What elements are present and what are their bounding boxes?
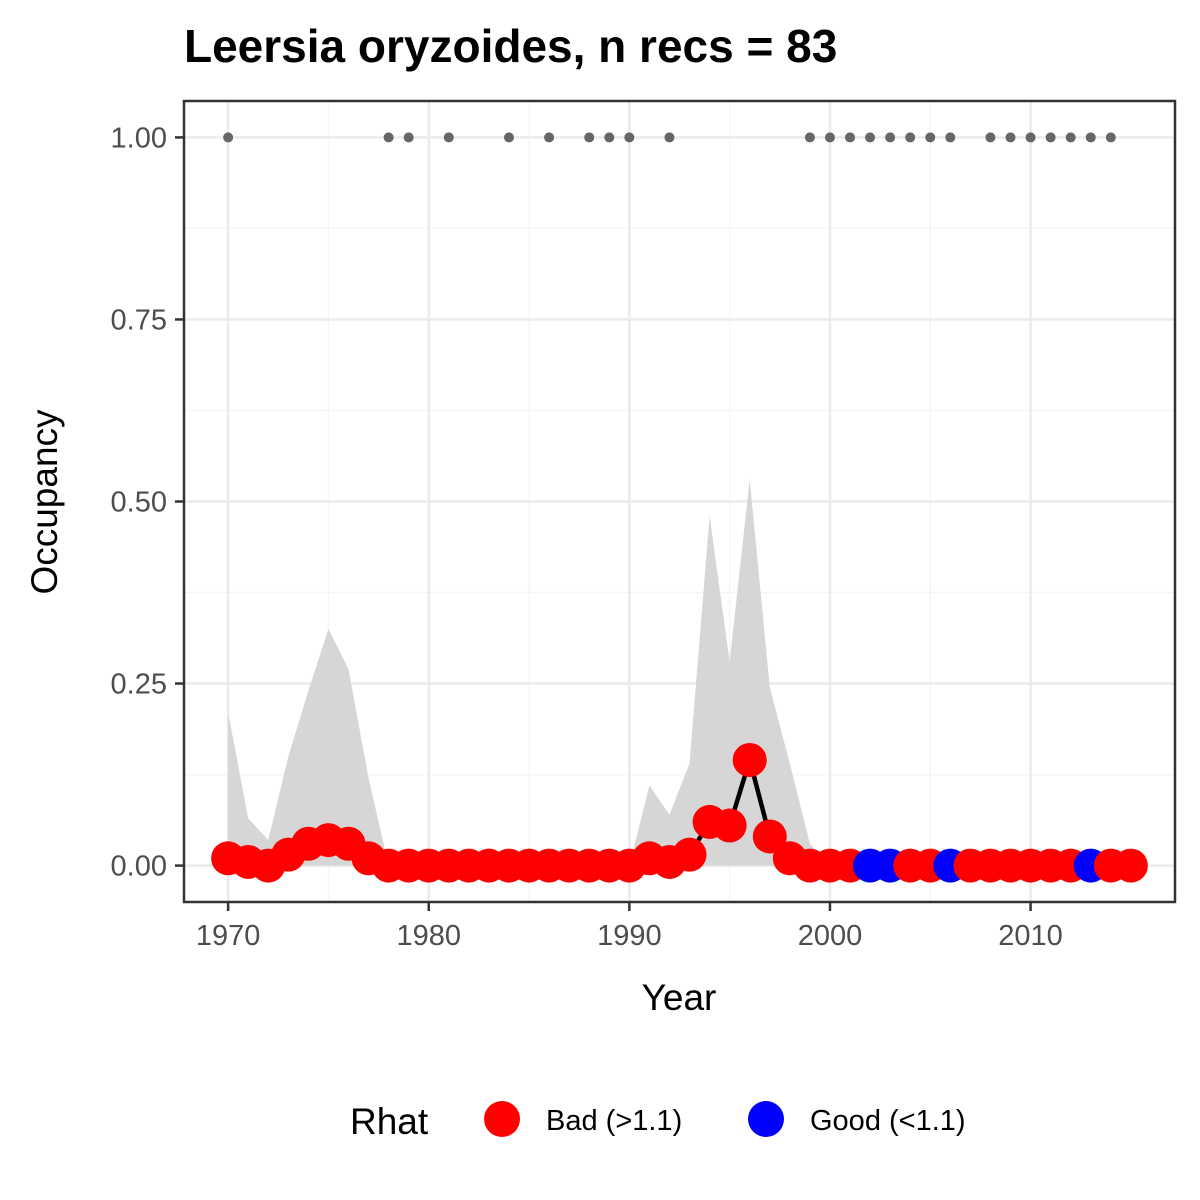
x-tick-label: 2000 [798, 920, 863, 952]
record-point [403, 132, 414, 143]
y-tick-label: 1.00 [111, 122, 167, 154]
x-axis-title: Year [642, 977, 717, 1018]
record-point [443, 132, 454, 143]
legend-label: Bad (>1.1) [546, 1105, 682, 1137]
chart-title: Leersia oryzoides, n recs = 83 [184, 20, 837, 72]
record-point [824, 132, 835, 143]
record-point [1045, 132, 1056, 143]
legend-label: Good (<1.1) [810, 1105, 966, 1137]
occupancy-point-bad [672, 837, 707, 872]
record-point [845, 132, 856, 143]
occupancy-point-bad [712, 808, 747, 843]
y-axis-title: Occupancy [24, 409, 65, 595]
record-point [624, 132, 635, 143]
record-point [885, 132, 896, 143]
record-point [1025, 132, 1036, 143]
record-point [804, 132, 815, 143]
record-point [865, 132, 876, 143]
plot-panel: 0.00 0.25 0.50 0.75 1.00 1970 1980 1990 2000 2010 [111, 99, 1177, 952]
x-tick-label: 1980 [396, 920, 461, 952]
record-point [985, 132, 996, 143]
legend: Rhat Bad (>1.1) Good (<1.1) [350, 1101, 966, 1142]
y-tick-label: 0.25 [111, 669, 167, 701]
x-tick-label: 2010 [998, 920, 1063, 952]
record-point [664, 132, 675, 143]
y-tick-label: 0.75 [111, 304, 167, 336]
record-point [1065, 132, 1076, 143]
legend-key [748, 1101, 784, 1137]
record-point [223, 132, 234, 143]
record-point [584, 132, 595, 143]
record-point [544, 132, 555, 143]
record-point [925, 132, 936, 143]
record-point [1105, 132, 1116, 143]
x-tick-label: 1970 [196, 920, 261, 952]
occupancy-point-bad [1113, 848, 1148, 883]
occupancy-point-bad [732, 743, 767, 778]
record-point [905, 132, 916, 143]
y-tick-label: 0.50 [111, 487, 167, 519]
record-point [503, 132, 514, 143]
record-point [1085, 132, 1096, 143]
record-point [604, 132, 615, 143]
y-tick-label: 0.00 [111, 851, 167, 883]
legend-key [484, 1101, 520, 1137]
record-point [945, 132, 956, 143]
record-point [1005, 132, 1016, 143]
legend-title: Rhat [350, 1101, 429, 1142]
x-tick-label: 1990 [597, 920, 662, 952]
record-point [383, 132, 394, 143]
occupancy-point-bad [752, 819, 787, 854]
